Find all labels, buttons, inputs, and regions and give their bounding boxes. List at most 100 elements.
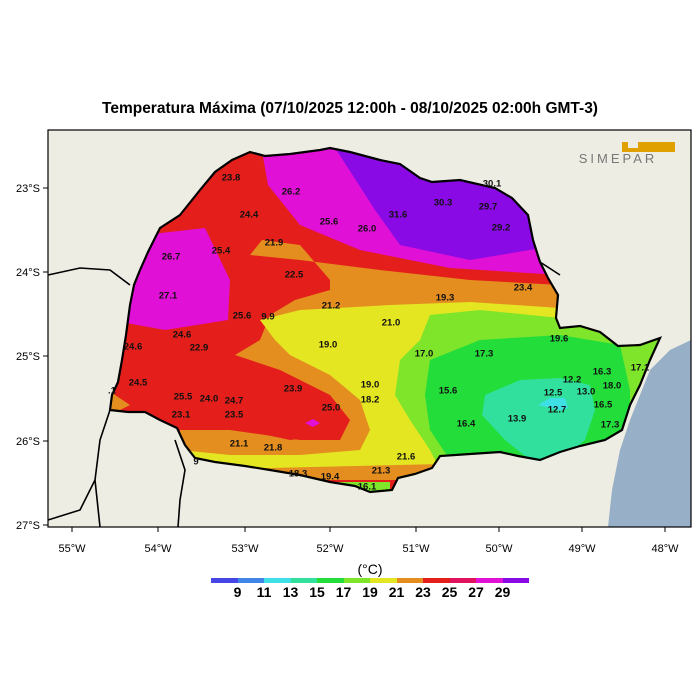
station-value: 21.0 <box>382 318 401 329</box>
lat-tick-label: 27°S <box>16 520 40 532</box>
contour-band <box>160 365 345 440</box>
station-value: 29.2 <box>492 223 511 234</box>
station-value: 19.6 <box>550 334 569 345</box>
station-value: 24.5 <box>129 378 148 389</box>
station-value: 19.3 <box>436 293 455 304</box>
station-value: .1 <box>108 386 117 397</box>
station-value: 21.2 <box>322 301 341 312</box>
legend-unit: (°C) <box>357 561 383 577</box>
station-value: 23.4 <box>514 283 533 294</box>
lon-tick-label: 52°W <box>316 543 344 555</box>
station-value: 24.4 <box>240 210 259 221</box>
legend-swatch <box>449 578 476 583</box>
station-value: 16.1 <box>358 482 377 493</box>
border-segment <box>539 261 561 276</box>
border-segment <box>199 159 233 191</box>
border-segment <box>47 479 96 521</box>
station-value: 30.1 <box>483 179 502 190</box>
argentina-border <box>94 409 111 528</box>
legend-swatch <box>290 578 317 583</box>
station-value: 24.7 <box>225 396 244 407</box>
station-value: 26.0 <box>358 224 377 235</box>
logo-text: SIMEPAR <box>579 151 658 166</box>
station-value: 19.4 <box>321 472 340 483</box>
legend-swatch <box>264 578 291 583</box>
lon-tick-label: 48°W <box>651 543 679 555</box>
station-value: 25.4 <box>212 246 231 257</box>
lat-tick-label: 25°S <box>16 351 40 363</box>
legend-tick-label: 11 <box>256 584 272 600</box>
legend-swatch <box>237 578 264 583</box>
legend-tick-label: 27 <box>468 584 484 600</box>
station-value: 12.5 <box>544 388 563 399</box>
station-value: 9.9 <box>261 312 274 323</box>
lon-tick-label: 50°W <box>485 543 513 555</box>
lon-tick-label: 49°W <box>568 543 596 555</box>
legend-tick-label: 13 <box>282 584 299 600</box>
station-value: 15.6 <box>439 386 458 397</box>
station-value: 18.0 <box>603 381 622 392</box>
station-value: 24.0 <box>200 394 219 405</box>
legend-tick-label: 29 <box>494 584 511 600</box>
legend-ticks: 9 11 13 15 17 19 21 23 25 27 29 <box>211 584 529 602</box>
contour-band <box>110 380 130 420</box>
legend-tick-label: 25 <box>441 584 458 600</box>
station-value: 18.3 <box>289 469 308 480</box>
station-value: 16.5 <box>594 400 613 411</box>
map-title: Temperatura Máxima (07/10/2025 12:00h - … <box>102 100 598 117</box>
station-value: 21.1 <box>230 439 249 450</box>
station-labels: 23.8 26.2 24.4 25.6 26.0 31.6 30.3 29.7 30.1 29.2… <box>108 173 650 493</box>
legend-tick-label: 17 <box>335 584 352 600</box>
station-value: 16.3 <box>593 367 612 378</box>
station-value: 13.0 <box>577 387 596 398</box>
legend-swatch <box>317 578 344 583</box>
station-value: 18.2 <box>361 395 380 406</box>
station-value: 21.6 <box>397 452 416 463</box>
station-value: 22.5 <box>285 270 304 281</box>
station-value: 25.6 <box>233 311 252 322</box>
station-value: 16.4 <box>457 419 476 430</box>
lat-tick-label: 26°S <box>16 436 40 448</box>
station-value: 23.1 <box>172 410 191 421</box>
paraguay-border-north <box>47 267 131 286</box>
lon-tick-label: 51°W <box>402 543 430 555</box>
station-value: 23.8 <box>222 173 241 184</box>
legend-swatch <box>423 578 450 583</box>
station-value: 19.0 <box>361 380 380 391</box>
legend-swatch <box>343 578 370 583</box>
simepar-logo: SIMEPAR <box>579 142 675 166</box>
station-value: 26.7 <box>162 252 181 263</box>
contour-band <box>538 398 568 410</box>
station-value: 12.7 <box>548 405 567 416</box>
legend-tick-label: 15 <box>309 584 325 600</box>
map-frame <box>47 129 692 528</box>
lon-tick-label: 53°W <box>231 543 259 555</box>
legend-tick-label: 9 <box>233 584 242 600</box>
station-value: 17.0 <box>415 349 434 360</box>
station-value: 23.5 <box>225 410 244 421</box>
legend-swatch <box>396 578 423 583</box>
station-value: 30.3 <box>434 198 453 209</box>
station-value: 22.9 <box>190 343 209 354</box>
longitude-axis: 55°W 54°W 53°W 52°W 51°W 50°W 49°W 48°W <box>58 527 679 555</box>
legend-tick-label: 19 <box>362 584 378 600</box>
station-value: 19.0 <box>319 340 338 351</box>
neighbor-borders <box>47 159 561 528</box>
station-value: 17.1 <box>631 363 650 374</box>
station-value: 13.9 <box>508 414 527 425</box>
station-value: 26.2 <box>282 187 301 198</box>
legend-swatch <box>370 578 397 583</box>
station-value: 29.7 <box>479 202 498 213</box>
legend-tick-label: 21 <box>388 584 405 600</box>
station-value: 31.6 <box>389 210 408 221</box>
lat-tick-label: 24°S <box>16 267 40 279</box>
lon-tick-label: 55°W <box>58 543 86 555</box>
color-legend <box>211 578 529 583</box>
station-value: 27.1 <box>159 291 178 302</box>
station-value: 25.0 <box>322 403 341 414</box>
station-value: 23.9 <box>284 384 303 395</box>
station-value: 17.3 <box>601 420 620 431</box>
station-value: 12.2 <box>563 375 582 386</box>
legend-tick-label: 23 <box>415 584 431 600</box>
